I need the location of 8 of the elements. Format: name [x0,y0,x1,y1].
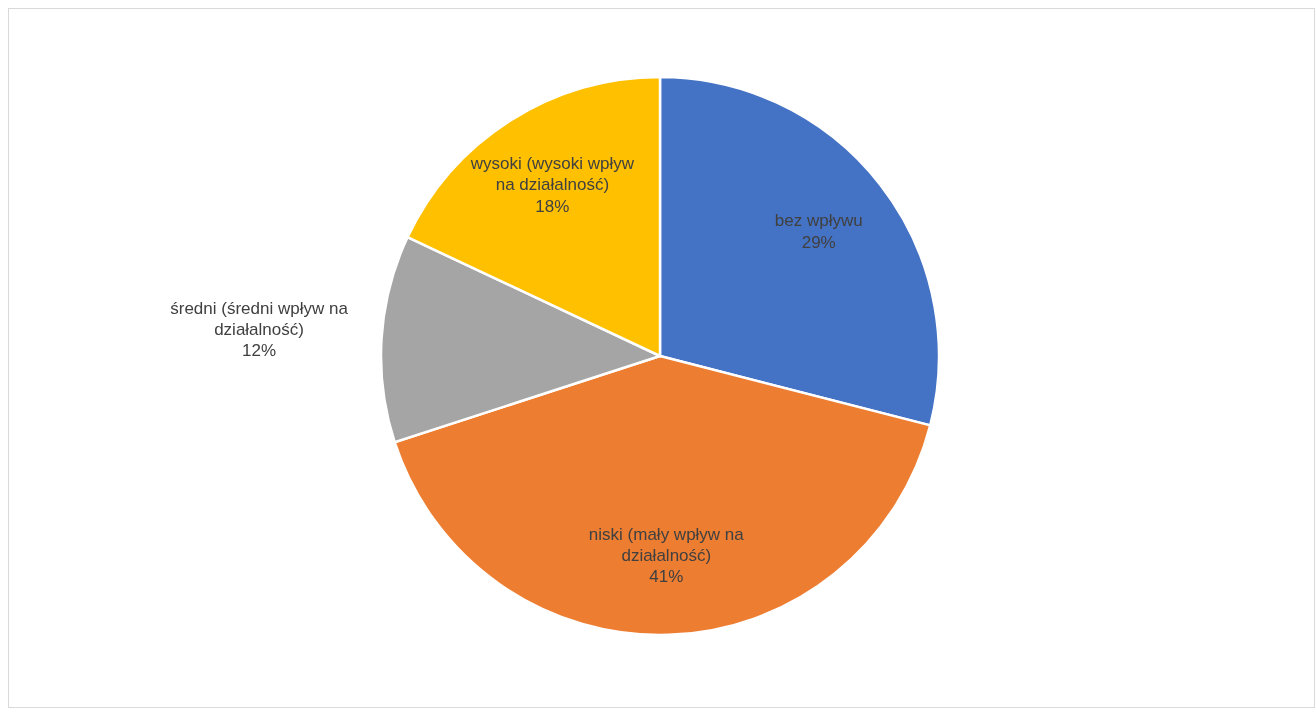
data-label: 29% [801,232,836,252]
data-label: 12% [242,341,277,361]
slice-label: średni (średni wpływ na działalność) [170,299,349,340]
slice-label: wysoki (wysoki wpływ na działalność) [469,154,635,195]
slice-label: niski (mały wpływ na działalność) [588,525,745,566]
data-label: 18% [535,197,570,217]
slice-label: bez wpływu [774,211,863,231]
data-label: 41% [649,567,684,587]
